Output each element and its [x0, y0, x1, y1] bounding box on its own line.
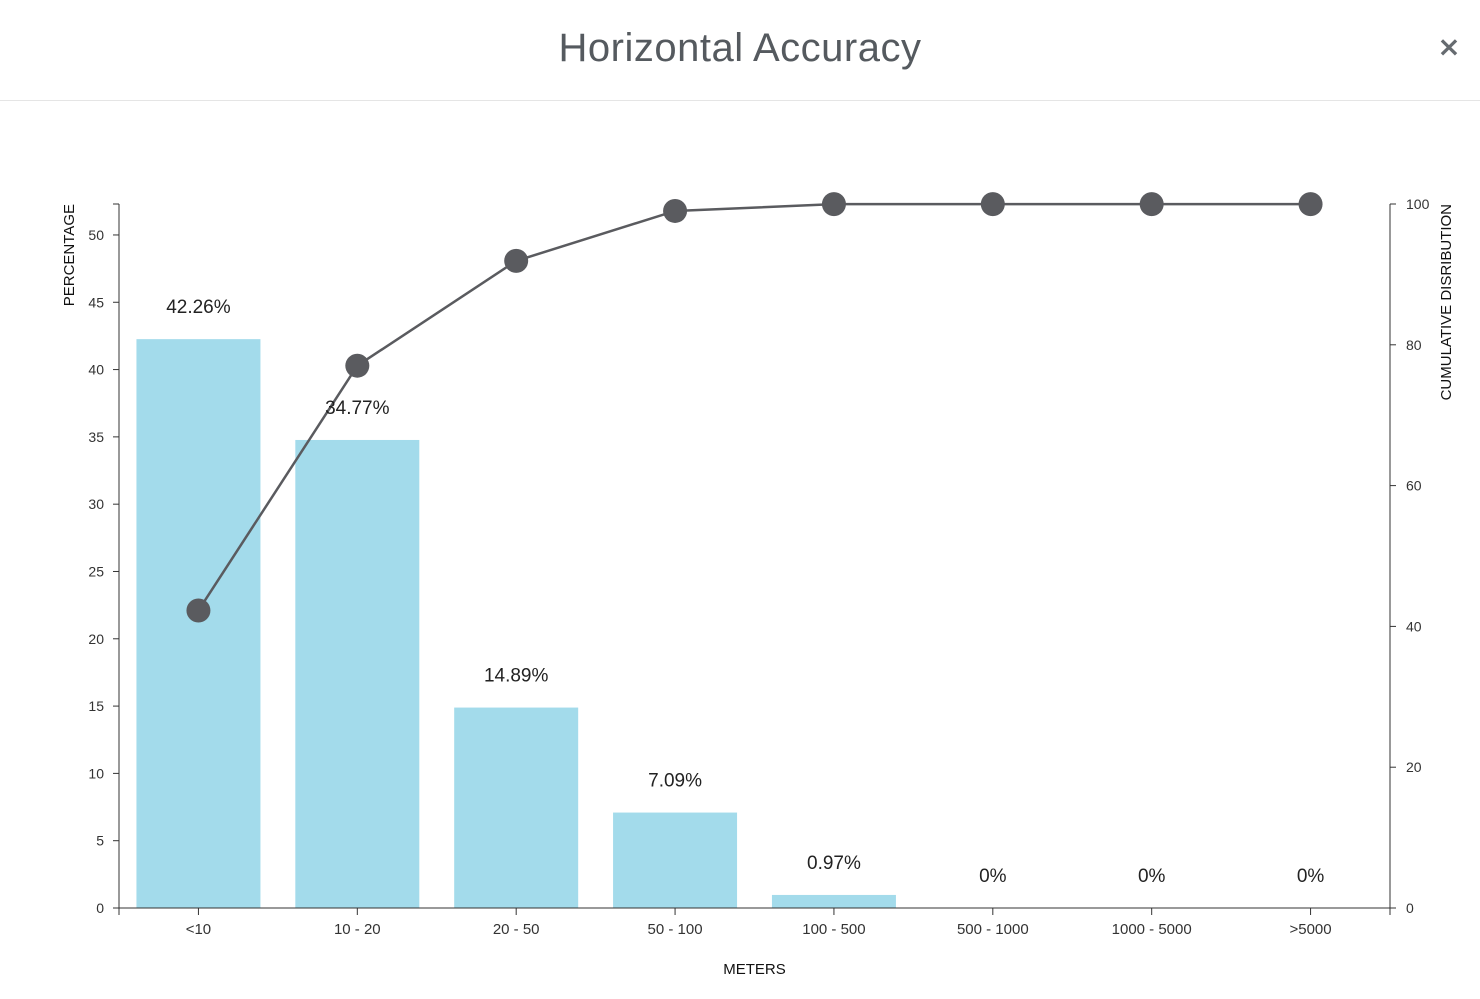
y-tick-label-right: 80: [1406, 337, 1422, 353]
bar-3: [613, 812, 738, 908]
y-tick-label-left: 35: [88, 429, 104, 445]
y-tick-label-right: 60: [1406, 478, 1422, 494]
y-tick-label-left: 5: [96, 833, 104, 849]
bar-1: [295, 439, 420, 908]
cumulative-point-5: [980, 192, 1005, 217]
y-tick-label-right: 40: [1406, 618, 1422, 634]
x-tick-label: 20 - 50: [493, 921, 540, 938]
x-tick-label: <10: [186, 921, 211, 938]
y-axis-left-title: PERCENTAGE: [61, 204, 78, 306]
y-tick-label-left: 10: [88, 765, 104, 781]
x-tick-label: 100 - 500: [802, 921, 865, 938]
data-label-5: 0%: [979, 866, 1007, 887]
x-tick-label: >5000: [1289, 921, 1331, 938]
axes-layer: 0 5 10 15 20 25 30 35 40 45 50 0 20 40 60 80 100 <10 10 - …: [61, 196, 1455, 978]
x-tick-label: 50 - 100: [648, 921, 703, 938]
y-tick-label-left: 0: [96, 900, 104, 916]
modal-title: Horizontal Accuracy: [558, 26, 922, 70]
data-labels-layer: 42.26% 34.77% 14.89% 7.09% 0.97% 0% 0% 0%: [166, 297, 1324, 887]
x-tick-label: 500 - 1000: [957, 921, 1029, 938]
y-tick-label-left: 30: [88, 496, 104, 512]
data-label-4: 0.97%: [807, 853, 861, 874]
y-tick-label-left: 25: [88, 563, 104, 579]
cumulative-point-3: [663, 198, 688, 223]
bar-4: [771, 894, 896, 908]
y-tick-label-right: 100: [1406, 196, 1430, 212]
x-axis-title: METERS: [723, 961, 786, 978]
y-tick-label-left: 15: [88, 698, 104, 714]
y-tick-label-right: 0: [1406, 900, 1414, 916]
bars-layer: [136, 339, 896, 908]
cumulative-point-6: [1139, 192, 1164, 217]
data-label-1: 34.77%: [325, 398, 390, 419]
data-label-7: 0%: [1297, 866, 1325, 887]
modal-header: Horizontal Accuracy ×: [0, 0, 1480, 101]
cumulative-point-7: [1298, 192, 1323, 217]
cumulative-point-0: [186, 598, 211, 623]
x-tick-label: 10 - 20: [334, 921, 381, 938]
y-tick-label-left: 40: [88, 362, 104, 378]
y-tick-label-right: 20: [1406, 759, 1422, 775]
bar-2: [454, 707, 579, 908]
x-tick-label: 1000 - 5000: [1112, 921, 1192, 938]
data-label-6: 0%: [1138, 866, 1166, 887]
y-axis-right-title: CUMULATIVE DISRIBUTION: [1438, 204, 1455, 400]
y-tick-label-left: 20: [88, 631, 104, 647]
close-button[interactable]: ×: [1437, 30, 1461, 63]
data-label-3: 7.09%: [648, 771, 702, 792]
cumulative-point-2: [504, 248, 529, 273]
data-label-2: 14.89%: [484, 666, 549, 687]
cumulative-line-layer: [186, 192, 1323, 623]
bar-0: [136, 339, 261, 908]
y-tick-label-left: 45: [88, 294, 104, 310]
cumulative-point-1: [345, 353, 370, 378]
y-tick-label-left: 50: [88, 227, 104, 243]
cumulative-line: [197, 202, 1311, 612]
cumulative-point-4: [821, 192, 846, 217]
data-label-0: 42.26%: [166, 297, 231, 318]
